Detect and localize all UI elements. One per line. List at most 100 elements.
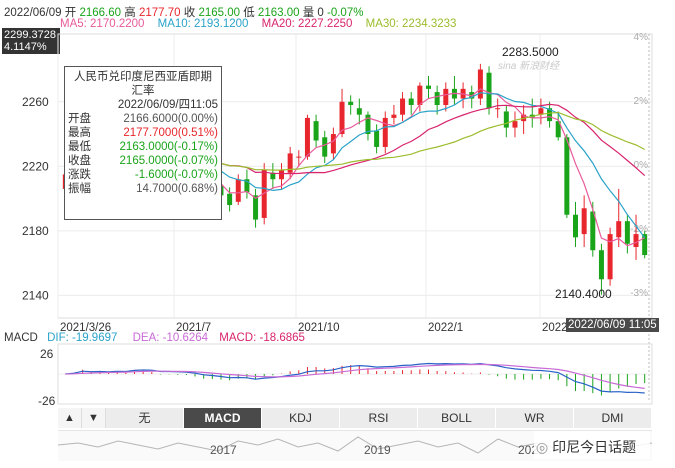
header-low-label: 低	[243, 7, 255, 19]
candle-body	[417, 85, 423, 105]
tab-4[interactable]: BOLL	[418, 408, 496, 428]
macd-dea: DEA: -10.6264	[132, 332, 209, 344]
candle-body	[590, 211, 596, 251]
price-tag-value: 2299.3728	[4, 29, 56, 41]
candle-body	[279, 169, 284, 180]
wechat-watermark: ◎ 印尼今日话题	[536, 437, 636, 457]
tooltip-title: 人民币兑印度尼西亚盾即期	[74, 71, 212, 83]
tab-0[interactable]: 无	[106, 408, 184, 428]
tooltip-row: 涨跌 -1.6000(-0.07%)	[65, 168, 221, 182]
candle-body	[408, 98, 414, 105]
tab-3[interactable]: RSI	[340, 408, 418, 428]
macd-title: MACD	[4, 332, 38, 344]
candle-body	[400, 98, 406, 115]
candle-body	[304, 117, 310, 157]
candle-body	[477, 69, 483, 99]
macd-value: MACD: -18.6865	[219, 332, 305, 344]
macd-legend: MACD DIF: -19.9697 DEA: -10.6264 MACD: -…	[4, 332, 305, 344]
indicator-tabs: ▲ ▼ 无 MACD KDJ RSI BOLL WR DMI	[58, 408, 652, 428]
data-tooltip: 人民币兑印度尼西亚盾即期 汇率 2022/06/09/四11:05 开盘 2166…	[64, 66, 222, 220]
wechat-watermark-text: 印尼今日话题	[552, 439, 637, 455]
candle-body	[624, 221, 630, 244]
macd-y-top: 26	[40, 347, 54, 361]
x-tick-label: 2021/7	[176, 322, 211, 334]
tooltip-row-key: 收盘	[68, 155, 91, 167]
candle-body	[607, 234, 613, 280]
macd-y-bottom: -26	[38, 394, 56, 408]
candle-body	[382, 117, 388, 147]
y-tick-label: 2140	[22, 288, 49, 302]
tooltip-row: 振幅 14.7000(0.68%)	[65, 182, 221, 196]
right-tick-label: 0%	[634, 160, 649, 171]
tooltip-datetime: 2022/06/09/四11:05	[117, 99, 218, 111]
right-tick-label: 4%	[634, 32, 649, 43]
header-close: 2165.00	[198, 7, 241, 19]
header-close-label: 收	[183, 7, 196, 19]
candle-body	[598, 250, 604, 280]
candle-body	[287, 153, 293, 173]
tab-2[interactable]: KDJ	[262, 408, 340, 428]
candle-body	[270, 172, 276, 180]
tab-6[interactable]: DMI	[574, 408, 652, 428]
scroll-up-button[interactable]: ▲	[58, 408, 82, 428]
y-tick-label: 2220	[22, 159, 49, 173]
navigator-overlay	[534, 431, 650, 459]
dea-line	[65, 363, 645, 389]
max-price-label: 2283.5000	[502, 45, 559, 59]
tooltip-row-value: 14.7000(0.68%)	[136, 183, 218, 195]
tab-5[interactable]: WR	[496, 408, 574, 428]
tooltip-row-key: 最高	[68, 127, 91, 139]
tooltip-row: 开盘 2166.6000(0.00%)	[65, 112, 221, 126]
scroll-down-button[interactable]: ▼	[82, 408, 106, 428]
tab-1[interactable]: MACD	[184, 408, 262, 428]
candle-body	[538, 108, 544, 115]
candle-body	[244, 179, 250, 193]
candle-body	[356, 108, 362, 115]
candle-body	[555, 121, 561, 138]
quote-header: 2022/06/09 开 2166.60 高 2177.70 收 2165.00…	[4, 4, 363, 20]
candle-body	[365, 114, 371, 135]
navigator-year-2: 2019	[364, 443, 391, 457]
candle-body	[434, 92, 440, 105]
tooltip-row-value: 2177.7000(0.51%)	[123, 127, 218, 139]
header-volume-label: 量	[302, 7, 315, 19]
navigator-year-1: 2017	[210, 443, 237, 457]
tooltip-row: 最低 2163.0000(-0.17%)	[65, 140, 221, 154]
candle-body	[322, 137, 328, 157]
tooltip-row: 收盘 2165.0000(-0.07%)	[65, 154, 221, 168]
min-price-label: 2140.4000	[555, 287, 612, 301]
header-high-label: 高	[124, 7, 136, 19]
candle-body	[633, 234, 639, 247]
sina-watermark: sina 新浪财经	[498, 61, 560, 72]
right-tick-label: -3%	[630, 288, 648, 299]
ma30-label: MA30: 2234.3233	[365, 18, 457, 30]
header-open: 2166.60	[79, 7, 122, 19]
candle-body	[426, 85, 431, 89]
candle-body	[616, 221, 622, 238]
candle-body	[348, 101, 354, 105]
right-tick-label: 2%	[634, 96, 649, 107]
x-tick-label: 2021/3/26	[60, 322, 111, 334]
header-volume: 0	[317, 7, 324, 19]
y-tick-label: 2260	[22, 95, 49, 109]
wechat-icon: ◎	[536, 439, 549, 455]
header-date: 2022/06/09	[4, 7, 62, 19]
ma-legend: MA5: 2170.2200 MA10: 2193.1200 MA20: 222…	[60, 18, 466, 30]
header-high: 2177.70	[138, 7, 181, 19]
candle-body	[642, 234, 648, 256]
candle-body	[235, 179, 241, 202]
candle-body	[391, 114, 397, 118]
tooltip-row-value: 2163.0000(-0.17%)	[119, 141, 218, 153]
tooltip-row-key: 振幅	[68, 183, 91, 195]
candle-body	[486, 72, 492, 109]
tooltip-row-key: 最低	[68, 141, 91, 153]
candle-body	[495, 108, 501, 110]
y-tick-label: 2180	[22, 224, 49, 238]
time-navigator[interactable]: 2017 2019 2021 ◎ 印尼今日话题	[58, 430, 652, 461]
tooltip-row: 最高 2177.7000(0.51%)	[65, 126, 221, 140]
candle-body	[547, 108, 553, 122]
tooltip-row-key: 涨跌	[68, 169, 91, 181]
candle-body	[581, 208, 587, 235]
tooltip-row-value: 2166.6000(0.00%)	[123, 113, 218, 125]
candle-body	[253, 195, 259, 220]
